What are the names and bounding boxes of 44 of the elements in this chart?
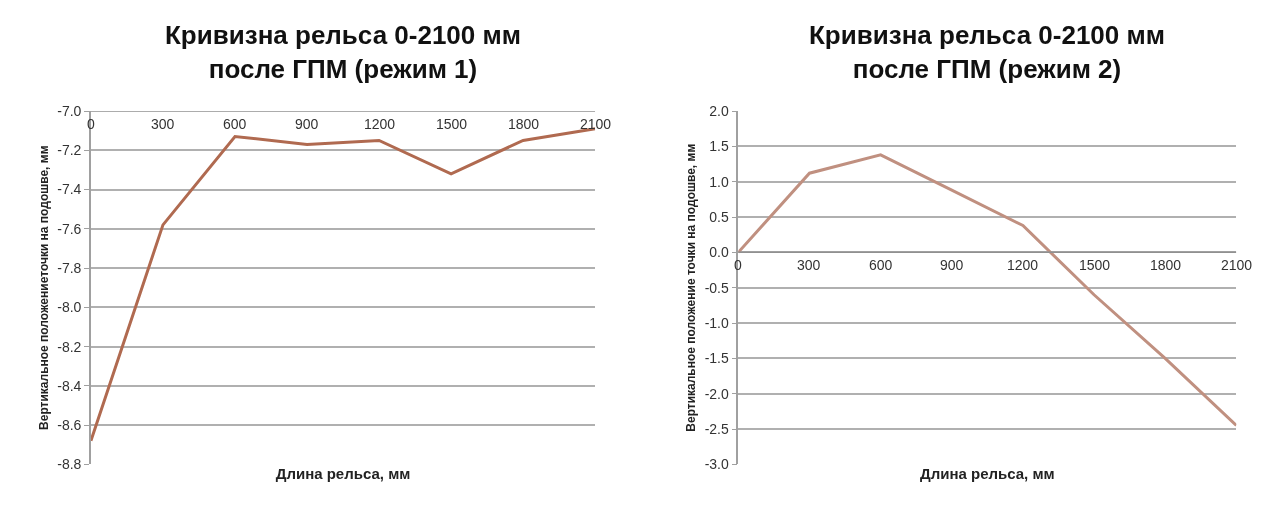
chart-title: Кривизна рельса 0-2100 мм после ГПМ (режим 2) <box>809 20 1165 84</box>
y-tick-label: -7.4 <box>57 181 82 198</box>
y-tick-label: 0.5 <box>709 208 729 225</box>
y-tick-label: -7.6 <box>57 220 82 237</box>
y-tick-label: 0.0 <box>709 244 729 261</box>
x-tick-label: 1200 <box>1007 257 1039 273</box>
y-axis-title: Вертикальное положение точки на подошве, мм <box>684 143 699 432</box>
x-tick-label: 1800 <box>1150 257 1182 273</box>
y-tick-label: -1.0 <box>704 314 729 331</box>
x-tick-label: 300 <box>151 116 175 132</box>
x-tick-label: 1500 <box>1079 257 1111 273</box>
y-tick-label: -3.0 <box>704 456 729 473</box>
y-tick-label: -2.0 <box>704 385 729 402</box>
x-tick-label: 900 <box>940 257 964 273</box>
y-tick-label: -2.5 <box>704 420 729 437</box>
y-tick-label: -8.8 <box>57 456 82 473</box>
y-tick-label: -8.6 <box>57 417 82 434</box>
x-tick-label: 2100 <box>580 116 612 132</box>
x-axis-title: Длина рельса, мм <box>920 465 1055 483</box>
y-tick-label: 1.0 <box>709 173 729 190</box>
y-tick-label: -7.2 <box>57 142 82 159</box>
y-tick-label: 1.5 <box>709 138 729 155</box>
y-axis-title: Вертикальное положениеточки на подошве, мм <box>37 145 52 430</box>
y-tick-label: -1.5 <box>704 350 729 367</box>
x-tick-label: 600 <box>869 257 893 273</box>
y-tick-label: 2.0 <box>709 102 729 119</box>
x-tick-label: 0 <box>87 116 95 132</box>
y-tick-label: -0.5 <box>704 279 729 296</box>
x-tick-label: 0 <box>734 257 742 273</box>
x-tick-label: 600 <box>223 116 247 132</box>
line-series <box>90 127 596 443</box>
x-tick-label: 1500 <box>436 116 468 132</box>
x-tick-label: 1200 <box>364 116 396 132</box>
x-tick-label: 300 <box>797 257 821 273</box>
y-tick-label: -7.8 <box>57 259 82 276</box>
y-tick-label: -8.0 <box>57 299 82 316</box>
y-tick-label: -8.2 <box>57 338 82 355</box>
x-axis-title: Длина рельса, мм <box>275 465 411 483</box>
x-tick-label: 1800 <box>508 116 540 132</box>
x-tick-label: 900 <box>295 116 319 132</box>
y-tick-label: -7.0 <box>57 102 82 119</box>
chart-title: Кривизна рельса 0-2100 мм после ГПМ (режим 1) <box>165 20 521 84</box>
y-tick-label: -8.4 <box>57 377 82 394</box>
x-tick-label: 2100 <box>1221 257 1253 273</box>
